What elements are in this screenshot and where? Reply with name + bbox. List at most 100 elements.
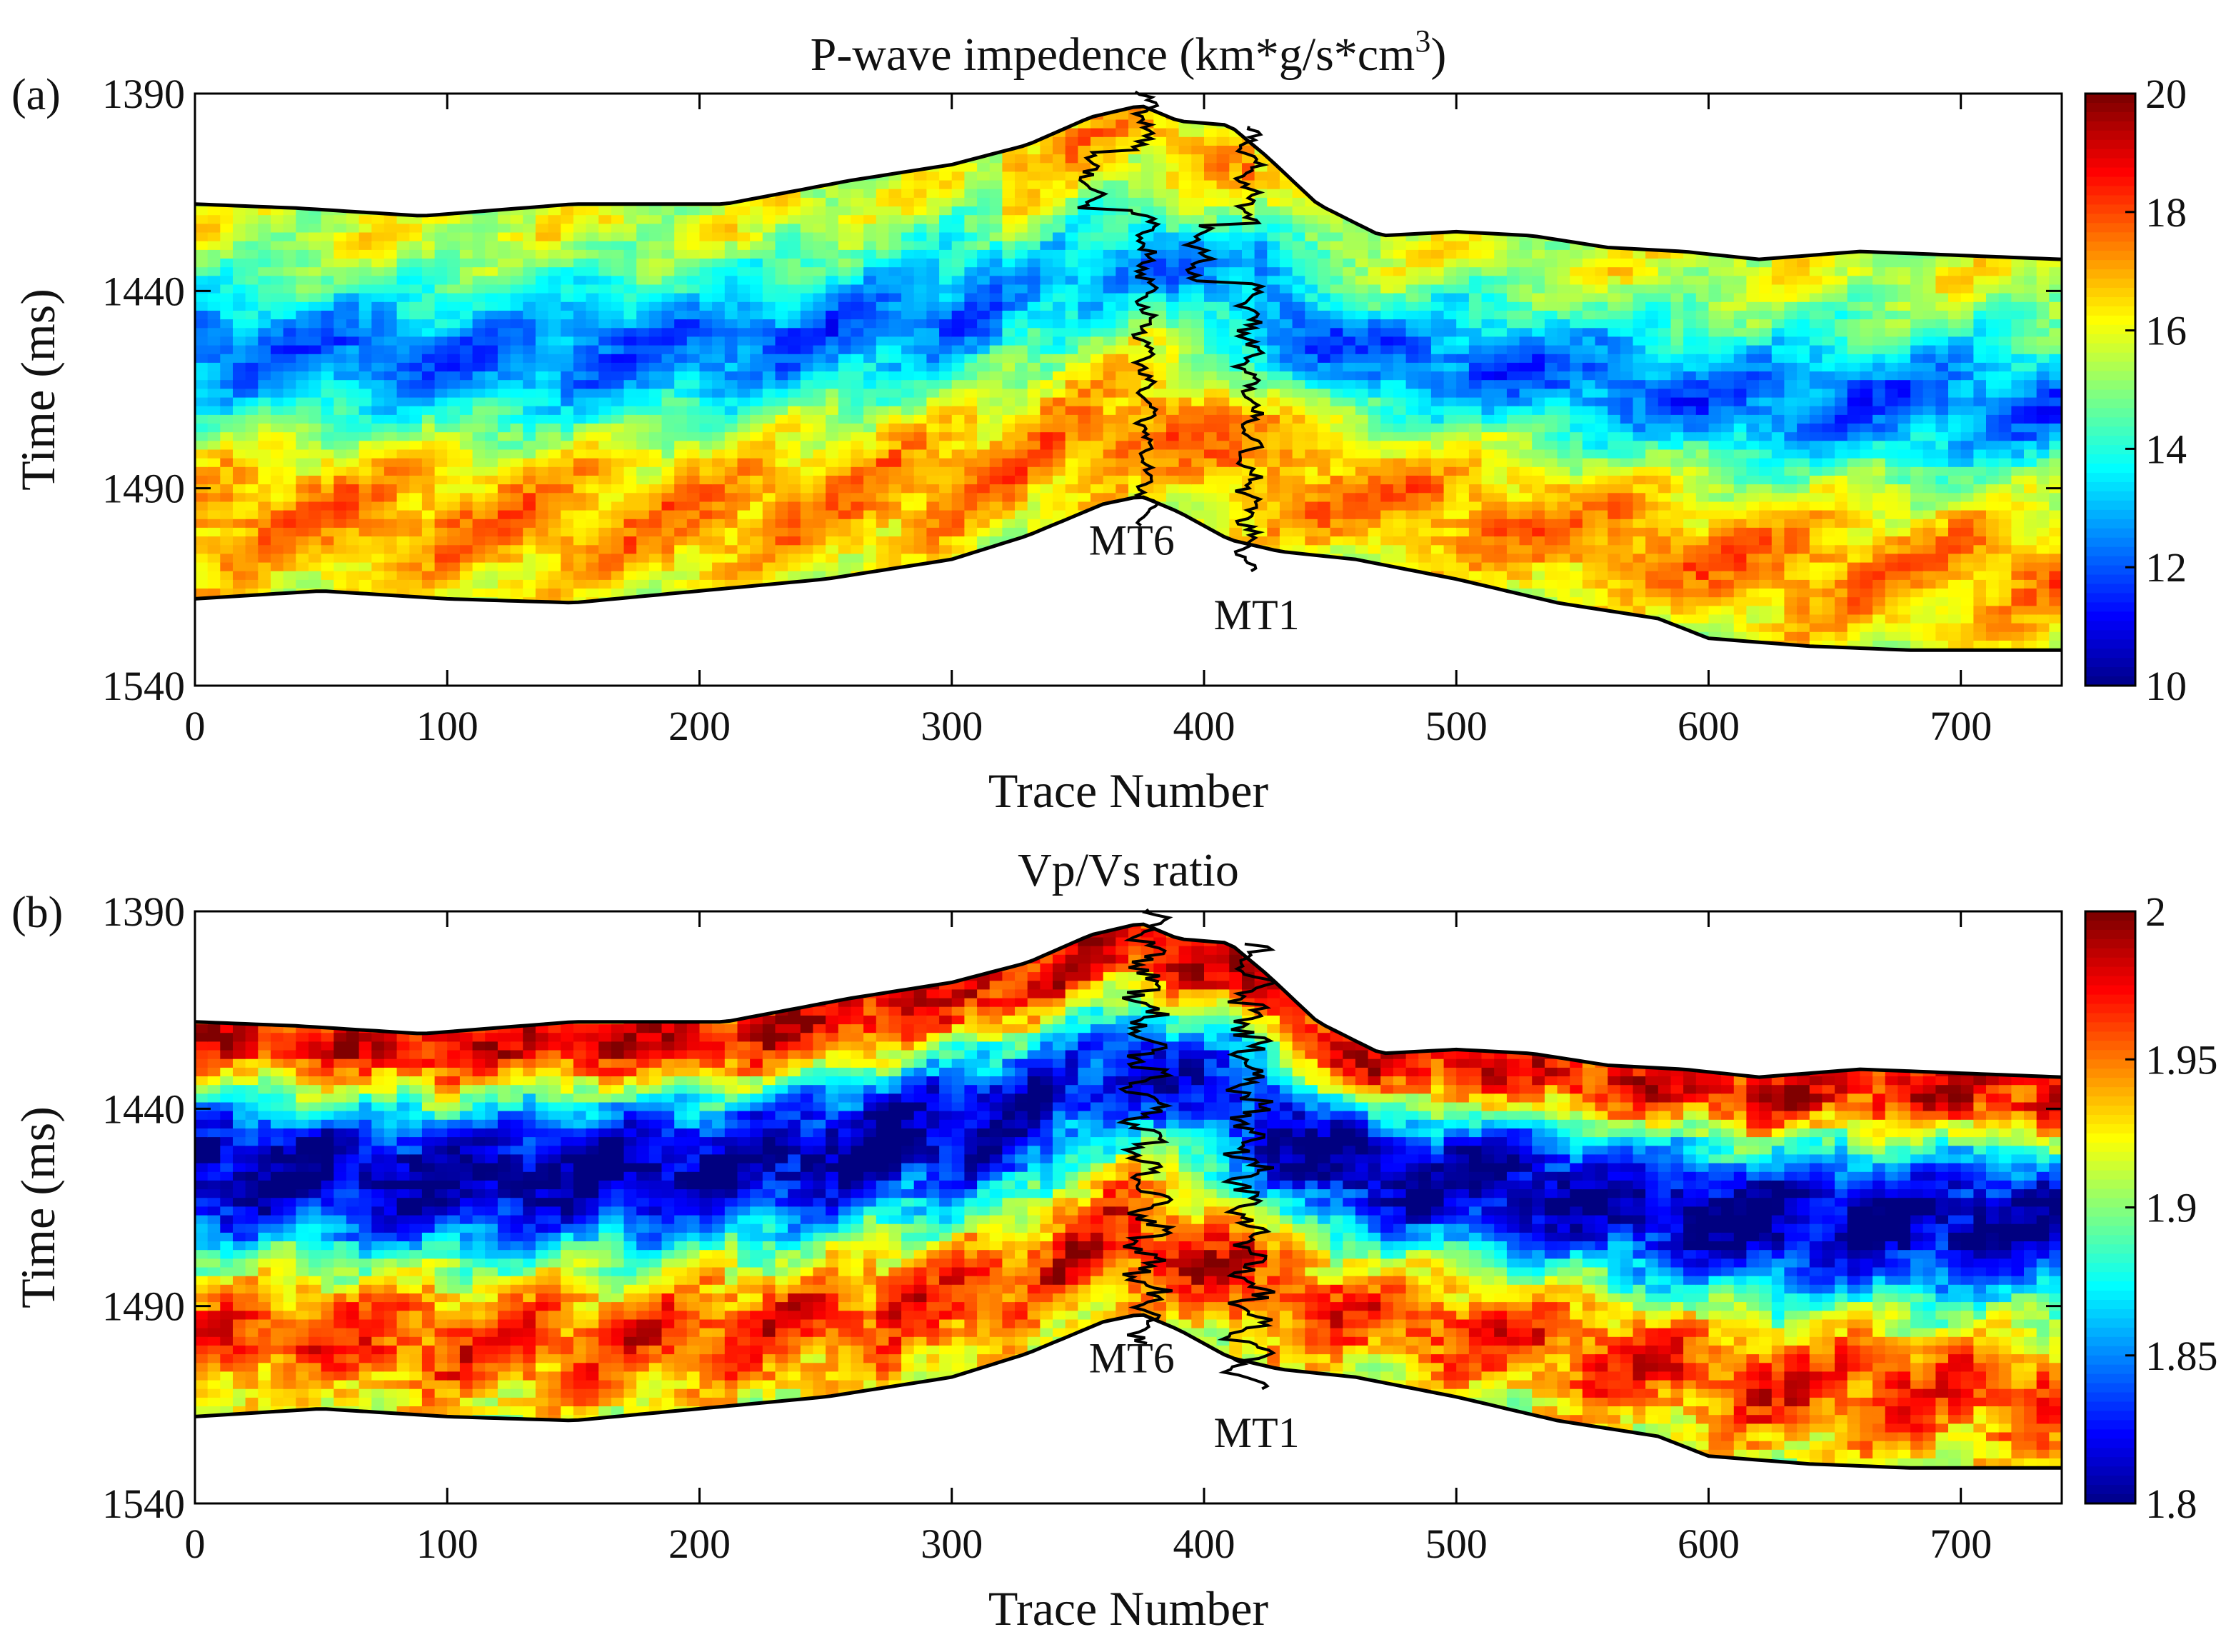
heatmap-cell xyxy=(1128,319,1142,329)
heatmap-cell xyxy=(737,466,751,476)
heatmap-cell xyxy=(233,571,246,581)
heatmap-cell xyxy=(1027,519,1041,529)
heatmap-cell xyxy=(762,536,776,546)
heatmap-cell xyxy=(409,406,423,416)
heatmap-cell xyxy=(1027,354,1041,364)
heatmap-cell xyxy=(1015,345,1028,355)
heatmap-cell xyxy=(1519,249,1533,259)
heatmap-cell xyxy=(838,527,852,537)
heatmap-cell xyxy=(510,484,524,494)
heatmap-cell xyxy=(573,224,587,234)
heatmap-cell xyxy=(1040,345,1053,355)
heatmap-cell xyxy=(523,466,536,476)
heatmap-cell xyxy=(1494,493,1508,503)
heatmap-cell xyxy=(1330,510,1344,520)
heatmap-cell xyxy=(447,424,461,433)
heatmap-cell xyxy=(686,267,701,277)
heatmap-cell xyxy=(1494,432,1508,442)
heatmap-cell xyxy=(1267,328,1280,338)
heatmap-cell xyxy=(383,397,398,407)
heatmap-cell xyxy=(510,589,524,598)
heatmap-cell xyxy=(1368,536,1382,546)
heatmap-cell xyxy=(838,501,852,511)
heatmap-cell xyxy=(195,267,209,277)
heatmap-cell xyxy=(762,197,776,207)
heatmap-cell xyxy=(686,345,701,355)
heatmap-cell xyxy=(233,336,246,346)
heatmap-cell xyxy=(686,571,701,581)
heatmap-cell xyxy=(788,414,801,424)
heatmap-cell xyxy=(459,249,473,259)
heatmap-cell xyxy=(258,527,271,537)
heatmap-cell xyxy=(1481,571,1495,581)
heatmap-cell xyxy=(1456,432,1470,442)
heatmap-cell xyxy=(813,259,826,268)
heatmap-cell xyxy=(573,579,587,589)
heatmap-cell xyxy=(371,293,385,303)
heatmap-cell xyxy=(888,380,902,390)
heatmap-cell xyxy=(762,345,776,355)
heatmap-cell xyxy=(1481,432,1495,442)
heatmap-cell xyxy=(1267,458,1280,468)
heatmap-cell xyxy=(826,345,839,355)
heatmap-cell xyxy=(346,579,360,589)
heatmap-cell xyxy=(699,519,713,529)
heatmap-cell xyxy=(573,397,587,407)
heatmap-cell xyxy=(447,328,461,338)
heatmap-cell xyxy=(939,449,953,459)
heatmap-cell xyxy=(1254,328,1268,338)
heatmap-cell xyxy=(1468,424,1483,433)
heatmap-cell xyxy=(1418,389,1432,399)
heatmap-cell xyxy=(964,371,978,381)
heatmap-cell xyxy=(750,476,763,485)
heatmap-cell xyxy=(371,432,385,442)
heatmap-cell xyxy=(1053,301,1066,311)
heatmap-cell xyxy=(901,510,915,520)
heatmap-cell xyxy=(1140,146,1155,155)
heatmap-cell xyxy=(876,293,890,303)
heatmap-cell xyxy=(1279,259,1293,268)
heatmap-cell xyxy=(346,311,360,320)
heatmap-cell xyxy=(1418,301,1432,311)
heatmap-cell xyxy=(1216,406,1230,416)
heatmap-cell xyxy=(737,554,751,564)
heatmap-cell xyxy=(1178,424,1193,433)
heatmap-cell xyxy=(838,406,852,416)
heatmap-cell xyxy=(1494,397,1508,407)
heatmap-cell xyxy=(1380,345,1394,355)
heatmap-cell xyxy=(800,345,814,355)
heatmap-cell xyxy=(1481,414,1495,424)
heatmap-cell xyxy=(283,466,297,476)
heatmap-cell xyxy=(497,554,511,564)
heatmap-cell xyxy=(1456,536,1470,546)
heatmap-cell xyxy=(447,554,461,564)
heatmap-cell xyxy=(309,259,322,268)
heatmap-cell xyxy=(775,449,788,459)
heatmap-cell xyxy=(309,545,322,555)
heatmap-cell xyxy=(586,441,599,451)
heatmap-cell xyxy=(1027,215,1041,225)
heatmap-cell xyxy=(1153,311,1167,320)
heatmap-cell xyxy=(750,432,763,442)
heatmap-cell xyxy=(346,554,360,564)
heatmap-cell xyxy=(1430,249,1445,259)
heatmap-cell xyxy=(611,458,625,468)
heatmap-cell xyxy=(447,284,461,294)
heatmap-cell xyxy=(1468,493,1483,503)
heatmap-cell xyxy=(573,432,587,442)
heatmap-cell xyxy=(1355,493,1369,503)
heatmap-cell xyxy=(1519,259,1533,268)
heatmap-cell xyxy=(1128,154,1142,164)
heatmap-cell xyxy=(258,224,271,234)
heatmap-cell xyxy=(1267,362,1280,372)
heatmap-cell xyxy=(1405,397,1420,407)
heatmap-cell xyxy=(1229,311,1243,320)
heatmap-cell xyxy=(1355,301,1369,311)
heatmap-cell xyxy=(1343,406,1356,416)
heatmap-cell xyxy=(1267,449,1280,459)
heatmap-cell xyxy=(1481,284,1495,294)
heatmap-cell xyxy=(1015,449,1028,459)
heatmap-cell xyxy=(1330,545,1344,555)
heatmap-cell xyxy=(371,371,385,381)
heatmap-cell xyxy=(1040,171,1053,181)
